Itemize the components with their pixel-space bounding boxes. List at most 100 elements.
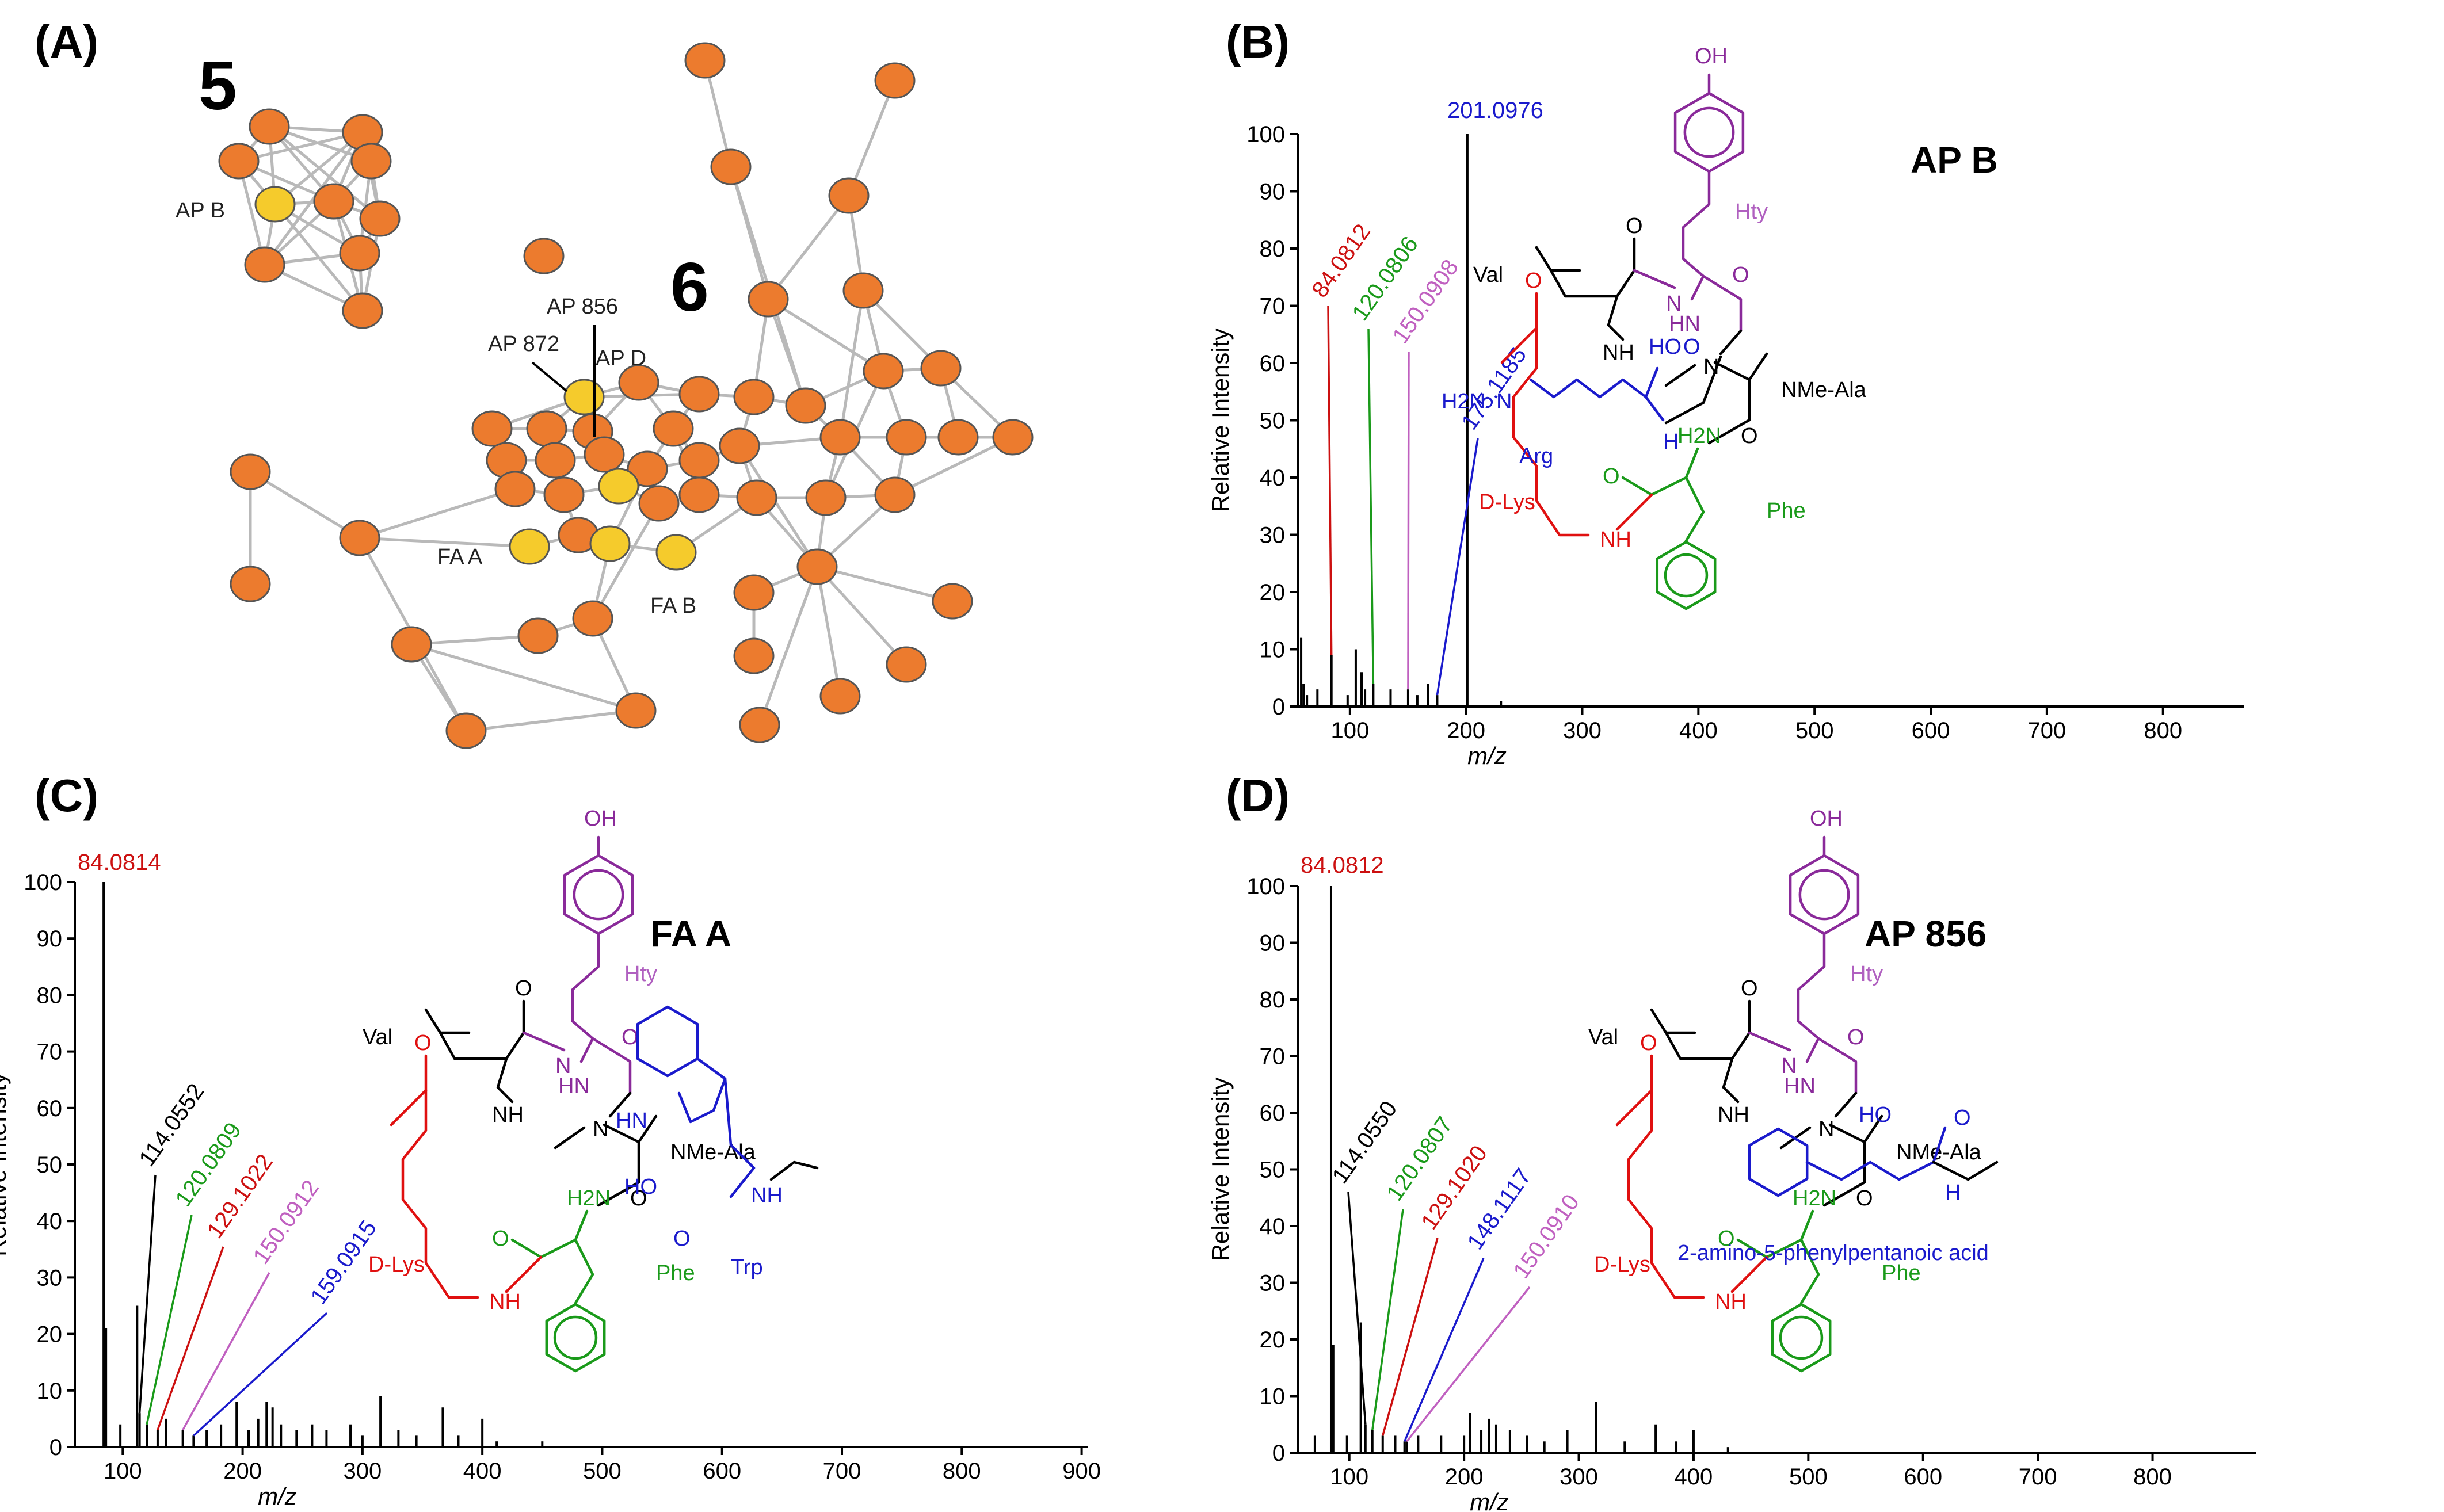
bond (608, 1091, 632, 1118)
compound-title-ap-b: AP B (1911, 139, 1998, 181)
panel-label-d: (D) (1226, 770, 1290, 821)
network-node (678, 442, 720, 479)
network-node (678, 376, 720, 413)
network-node-highlighted (509, 528, 550, 565)
y-tick-label: 50 (37, 1152, 63, 1178)
bond (1682, 257, 1705, 301)
peak-annotation-line (1367, 329, 1375, 684)
cluster-label-5: 5 (199, 47, 237, 124)
bond (496, 1057, 514, 1104)
peak-annotation-line (1327, 306, 1333, 655)
network-node (932, 583, 973, 620)
residue-label-arg: Arg (1519, 444, 1553, 468)
network-edge (359, 487, 516, 540)
network-node (618, 364, 659, 401)
y-tick-label: 80 (1260, 236, 1286, 262)
network-edge (816, 566, 908, 666)
nh-val: NH (1718, 1103, 1749, 1127)
cluster-label-6: 6 (670, 249, 709, 326)
network-node-highlighted (563, 379, 605, 415)
residue-label-val: Val (363, 1025, 392, 1049)
bond (1702, 274, 1743, 333)
y-tick-label: 100 (1246, 122, 1285, 147)
carboxyl-o-trp: O (673, 1227, 691, 1251)
peak-annotation-line (1436, 438, 1479, 696)
residue-label-trp: Trp (731, 1255, 763, 1280)
carbonyl-o-phe: O (1603, 464, 1620, 488)
bond (1713, 352, 1768, 381)
y-tick-label: 30 (1260, 523, 1286, 548)
peak-annotation-line (1347, 1192, 1367, 1425)
y-tick-label: 90 (37, 926, 63, 952)
x-tick-label: 400 (1679, 718, 1718, 743)
network-node-highlighted (254, 186, 296, 223)
peak-annotation-label: 150.0910 (1508, 1190, 1584, 1283)
residue-label-hty: Hty (1735, 200, 1768, 224)
bond (723, 1077, 756, 1170)
network-node (342, 292, 383, 329)
y-tick-label: 100 (1246, 874, 1285, 899)
network-node (638, 485, 680, 522)
hn-phe: H2N (1677, 424, 1721, 448)
y-tick-label: 90 (1260, 180, 1286, 205)
x-tick-label: 800 (2144, 718, 2182, 743)
h-ape: H (1945, 1181, 1961, 1205)
bond (1627, 1089, 1705, 1299)
y-tick-label: 50 (1260, 408, 1286, 434)
bond (1748, 1031, 1791, 1052)
network-edge (767, 194, 850, 300)
bond (1707, 418, 1751, 445)
y-tick-label: 60 (37, 1096, 63, 1121)
nh-val: NH (492, 1103, 524, 1127)
panel-label-b: (B) (1226, 16, 1290, 67)
network-node (733, 379, 775, 415)
bond (571, 1020, 594, 1063)
y-tick-label: 10 (1260, 1384, 1286, 1410)
bond (571, 932, 600, 1023)
bond (1932, 1126, 1947, 1164)
residue-label-dlys: D-Lys (368, 1253, 425, 1277)
network-node (244, 246, 285, 283)
residue-label-phe: Phe (1882, 1261, 1921, 1285)
x-tick-label: 300 (1563, 718, 1602, 743)
network-node (828, 177, 870, 214)
network-node (719, 427, 760, 464)
network-node (230, 453, 271, 490)
residue-label-dlys: D-Lys (1479, 490, 1535, 514)
network-node-highlighted (598, 468, 639, 505)
y-axis-label: Relative Intensity (1207, 1078, 1234, 1262)
bond (1615, 493, 1653, 531)
y-tick-label: 40 (1260, 465, 1286, 491)
network-node (874, 62, 916, 99)
network-edge (591, 502, 661, 620)
aromatic-ring-circle (1779, 1315, 1824, 1360)
residue-label-nmeala: NMe-Ala (1781, 378, 1867, 402)
hn-trp: HN (616, 1109, 647, 1133)
peak-annotation-line (1407, 352, 1410, 690)
h-hty: HN (558, 1074, 590, 1098)
nh-lys: NH (1715, 1290, 1747, 1314)
bond (1822, 1181, 1866, 1207)
network-node (543, 476, 585, 513)
n-hty: N (1666, 292, 1682, 316)
spectrum-fa-a: 100 200 300 400 500 600 700 800 900 0 10 20 30 40 50 60… (0, 850, 1101, 1510)
carbonyl-o-nmeala: O (630, 1186, 647, 1211)
network-node (937, 419, 979, 456)
x-axis-label: m/z (1470, 1488, 1509, 1512)
network-node (359, 200, 401, 237)
n-nmeala: N (593, 1117, 608, 1141)
aromatic-ring-circle (573, 869, 624, 921)
y-tick-label: 80 (37, 983, 63, 1008)
aromatic-ring-circle (1798, 869, 1850, 921)
n-nmeala: N (1818, 1117, 1834, 1141)
y-tick-label: 30 (37, 1265, 63, 1290)
bond (1621, 476, 1653, 497)
n-hty: N (1781, 1054, 1797, 1078)
bond (1730, 1255, 1768, 1293)
y-tick-label: 60 (1260, 351, 1286, 376)
compound-title-fa-a: FA A (650, 913, 731, 954)
network-node (684, 42, 726, 79)
x-tick-label: 600 (1904, 1464, 1942, 1490)
bond (769, 1160, 819, 1181)
